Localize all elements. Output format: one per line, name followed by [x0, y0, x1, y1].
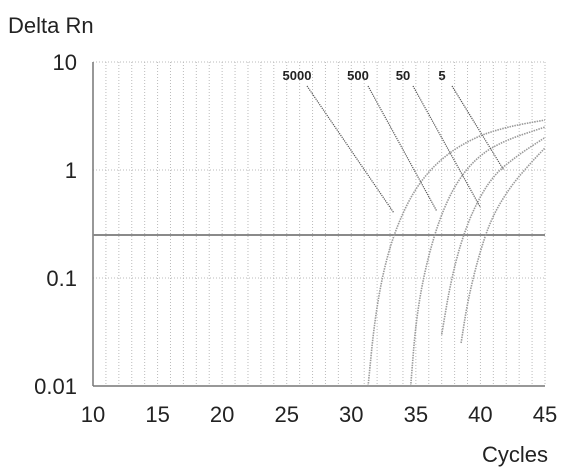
annotation-label-5: 5 — [438, 68, 445, 83]
y-axis-title: Delta Rn — [8, 13, 94, 38]
annotation-leader-500 — [367, 85, 438, 211]
annotation-leader-5000 — [306, 85, 395, 214]
x-tick-label: 30 — [339, 402, 363, 427]
y-tick-label: 0.1 — [46, 266, 77, 291]
annotation-leaders — [306, 85, 505, 214]
series-line-500 — [409, 126, 546, 387]
x-axis-title: Cycles — [482, 442, 548, 467]
series-layer — [367, 119, 546, 387]
y-tick-label: 1 — [65, 158, 77, 183]
x-tick-label: 35 — [404, 402, 428, 427]
x-tick-label: 15 — [145, 402, 169, 427]
series-line-50 — [440, 136, 546, 335]
series-line-5000 — [367, 119, 546, 387]
grid-layer — [92, 61, 546, 387]
annotation-label-50: 50 — [396, 68, 410, 83]
x-tick-label: 25 — [274, 402, 298, 427]
x-tick-labels: 10 15 20 25 30 35 40 45 — [81, 402, 557, 427]
y-tick-labels: 10 1 0.1 0.01 — [34, 50, 77, 399]
y-tick-label: 0.01 — [34, 374, 77, 399]
x-tick-label: 40 — [468, 402, 492, 427]
annotation-label-500: 500 — [347, 68, 369, 83]
y-tick-label: 10 — [53, 50, 77, 75]
x-tick-label: 20 — [210, 402, 234, 427]
annotation-leader-5 — [451, 85, 505, 171]
x-tick-label: 10 — [81, 402, 105, 427]
annotation-labels: 5000 500 50 5 — [283, 68, 446, 83]
x-tick-label: 45 — [533, 402, 557, 427]
series-line-5 — [460, 147, 546, 344]
annotation-leader-50 — [412, 85, 481, 208]
annotation-label-5000: 5000 — [283, 68, 312, 83]
axis-layer — [92, 62, 545, 387]
